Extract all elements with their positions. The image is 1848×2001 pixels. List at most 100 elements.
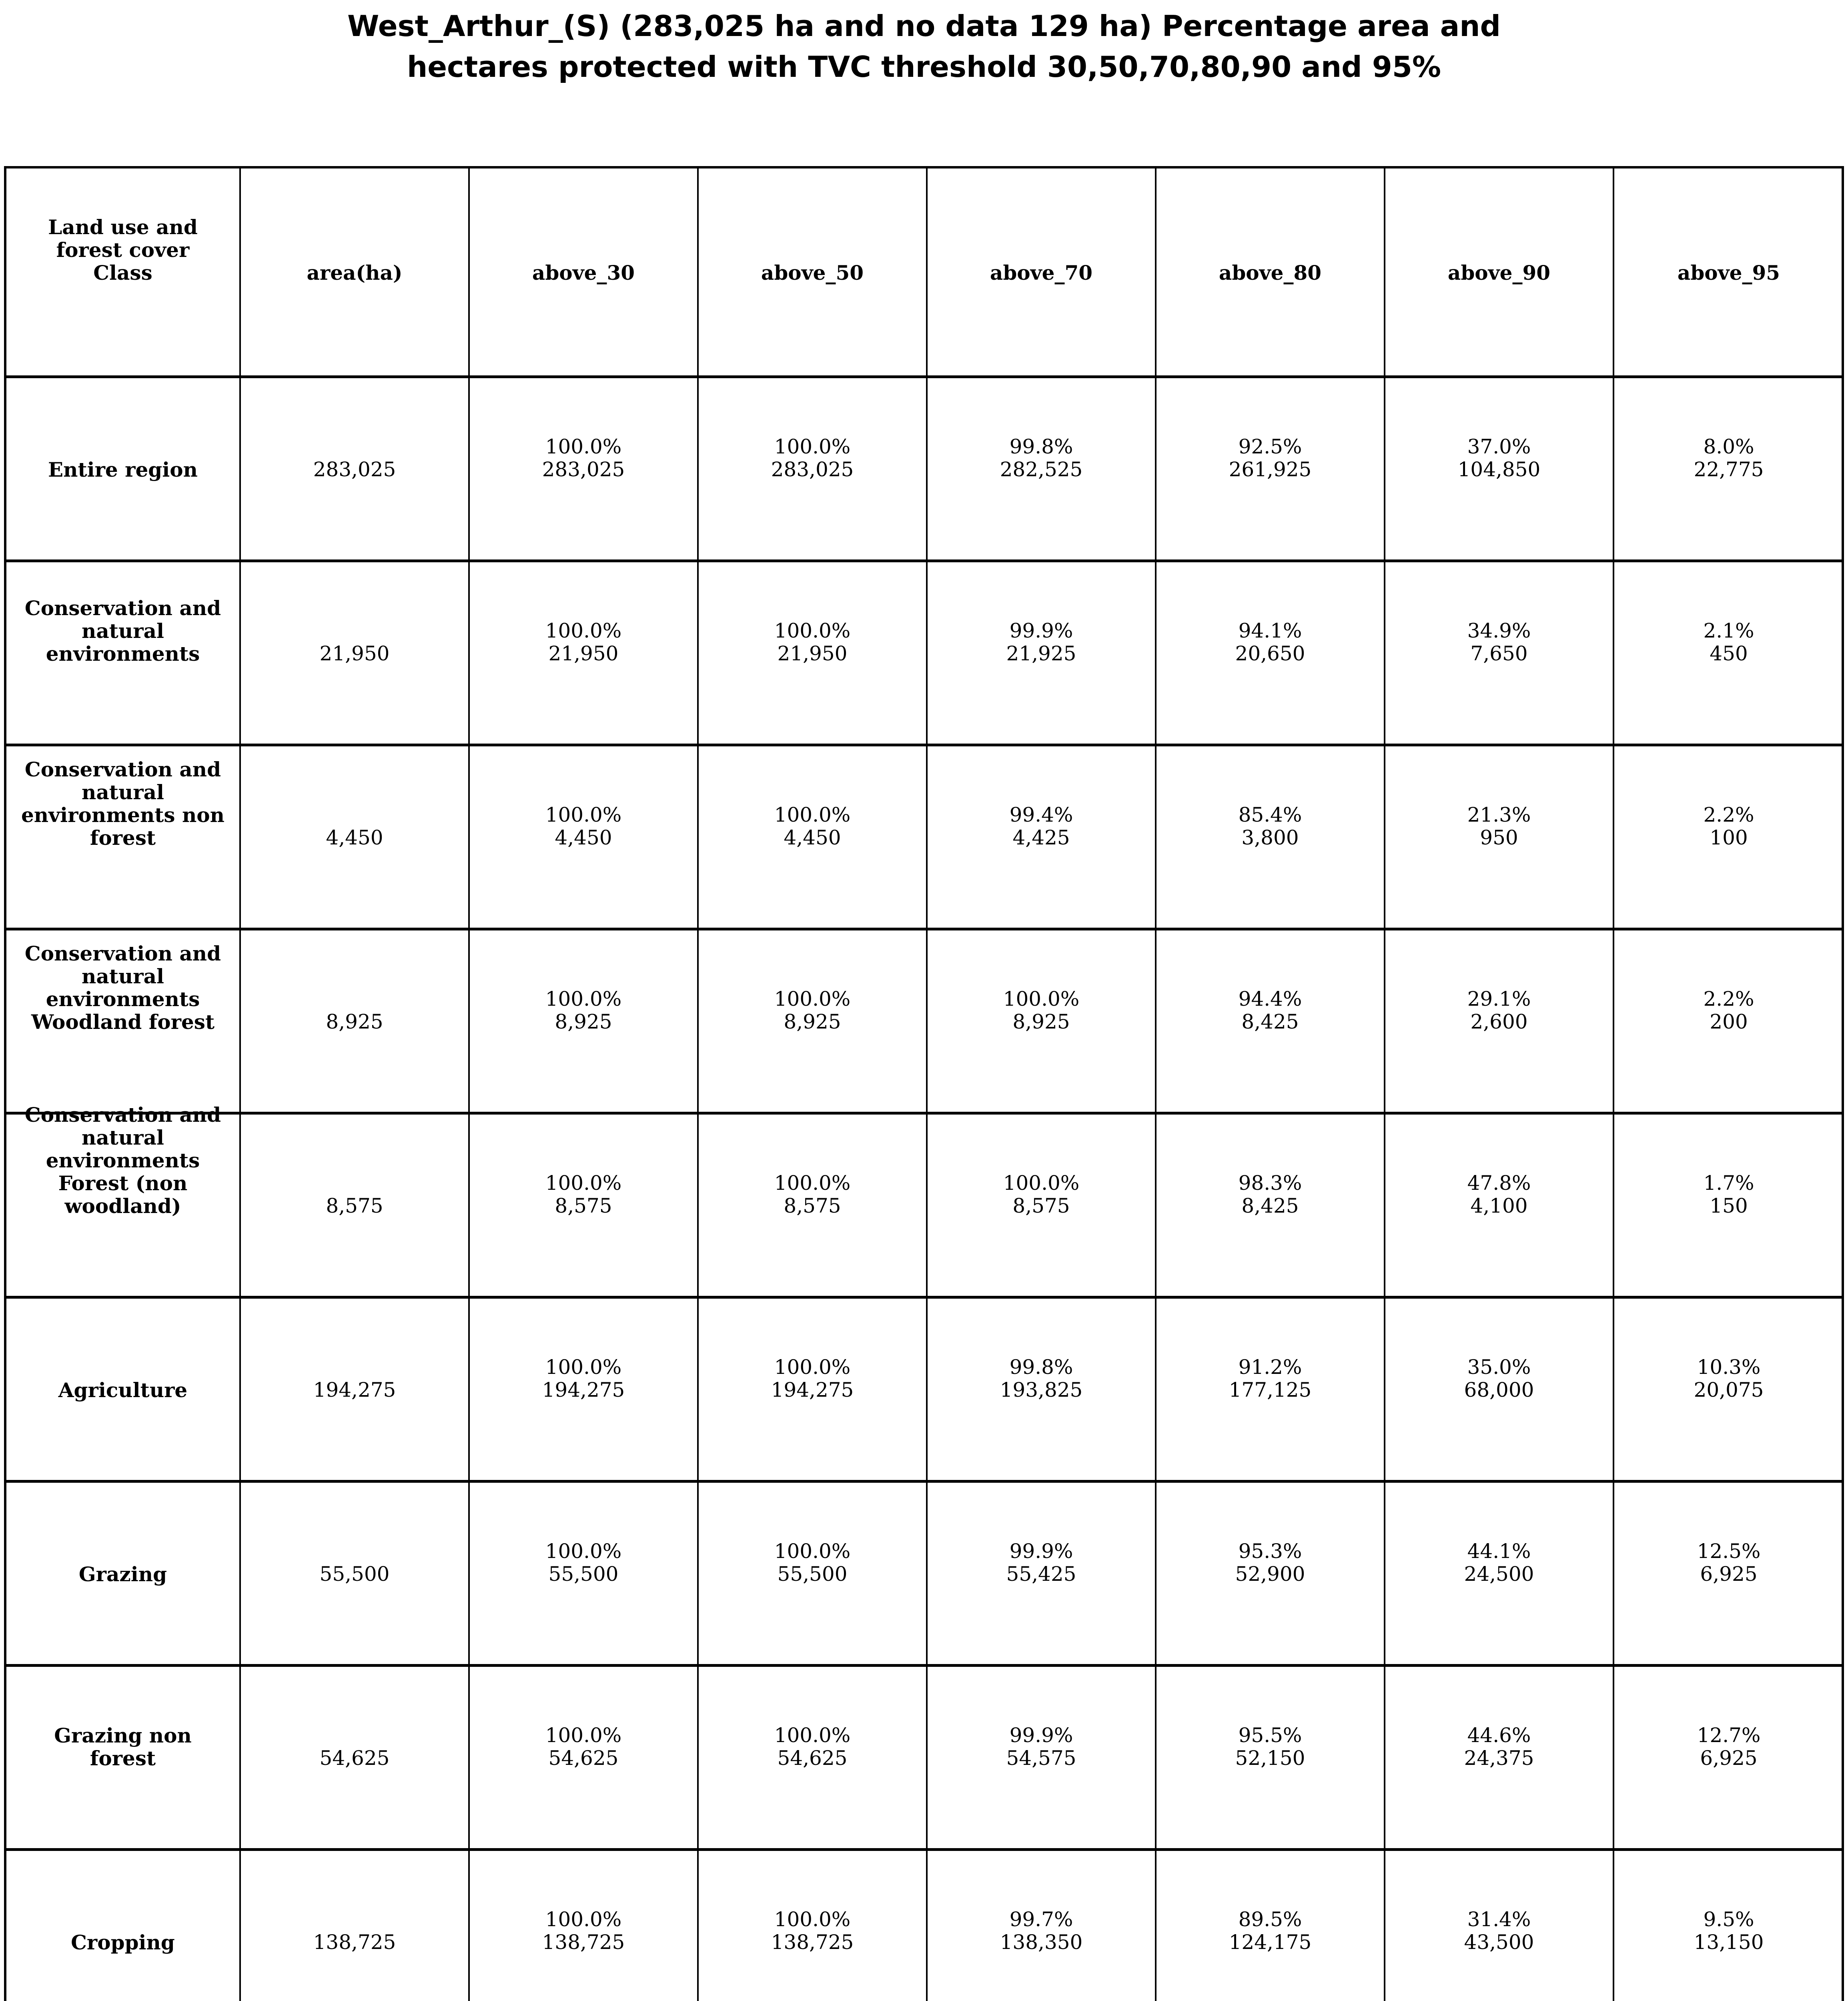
column-header-4: above_70 — [928, 168, 1157, 375]
threshold-cell-4-text: 44.6% 24,375 — [1464, 1723, 1534, 1770]
row-label-text: Entire region — [48, 457, 198, 481]
threshold-cell-3-text: 92.5% 261,925 — [1229, 435, 1312, 481]
row-label: Grazing non forest — [6, 1667, 241, 1848]
column-header-3-text: above_50 — [761, 261, 864, 285]
threshold-cell-5: 1.7% 150 — [1614, 1115, 1843, 1296]
threshold-cell-1-text: 100.0% 55,500 — [774, 1539, 851, 1586]
row-label: Grazing — [6, 1483, 241, 1664]
threshold-cell-3: 94.1% 20,650 — [1157, 562, 1385, 744]
area-cell: 8,925 — [241, 930, 470, 1112]
threshold-cell-1: 100.0% 4,450 — [699, 746, 928, 928]
threshold-cell-1-text: 100.0% 21,950 — [774, 619, 851, 665]
row-label: Conservation and natural environments no… — [6, 746, 241, 928]
threshold-cell-2: 99.8% 282,525 — [928, 378, 1157, 559]
threshold-cell-2: 99.4% 4,425 — [928, 746, 1157, 928]
threshold-cell-5: 9.5% 13,150 — [1614, 1851, 1843, 2001]
threshold-cell-1: 100.0% 54,625 — [699, 1667, 928, 1848]
threshold-cell-0-text: 100.0% 54,625 — [545, 1723, 622, 1770]
threshold-cell-5-text: 2.2% 200 — [1703, 987, 1754, 1033]
threshold-cell-2-text: 99.9% 55,425 — [1006, 1539, 1076, 1586]
threshold-cell-5-text: 2.1% 450 — [1703, 619, 1754, 665]
threshold-cell-0: 100.0% 21,950 — [470, 562, 699, 744]
area-cell: 138,725 — [241, 1851, 470, 2001]
table-row: Agriculture 194,275 100.0% 194,275 100.0% 194… — [6, 1299, 1842, 1483]
table-header-row: Land use and forest cover Class area(ha) a… — [6, 168, 1842, 378]
area-cell: 283,025 — [241, 378, 470, 559]
threshold-cell-3-text: 89.5% 124,175 — [1229, 1907, 1312, 1954]
column-header-2-text: above_30 — [532, 261, 635, 285]
row-label: Agriculture — [6, 1299, 241, 1480]
threshold-cell-5: 8.0% 22,775 — [1614, 378, 1843, 559]
threshold-cell-5: 10.3% 20,075 — [1614, 1299, 1843, 1480]
table-row: Conservation and natural environments Fo… — [6, 1103, 1843, 1299]
threshold-cell-0-text: 100.0% 8,925 — [545, 987, 622, 1033]
threshold-cell-2-text: 100.0% 8,575 — [1003, 1171, 1080, 1217]
threshold-cell-5: 2.2% 100 — [1614, 746, 1843, 928]
threshold-cell-4: 35.0% 68,000 — [1385, 1299, 1614, 1480]
threshold-cell-4: 31.4% 43,500 — [1385, 1851, 1614, 2001]
column-header-1-text: area(ha) — [307, 261, 403, 285]
threshold-cell-3: 85.4% 3,800 — [1157, 746, 1385, 928]
threshold-cell-0-text: 100.0% 8,575 — [545, 1171, 622, 1217]
threshold-cell-0: 100.0% 283,025 — [470, 378, 699, 559]
threshold-cell-2: 99.9% 55,425 — [928, 1483, 1157, 1664]
threshold-cell-2-text: 100.0% 8,925 — [1003, 987, 1080, 1033]
area-cell: 4,450 — [241, 746, 470, 928]
threshold-cell-3-text: 91.2% 177,125 — [1229, 1355, 1312, 1402]
area-cell: 54,625 — [241, 1667, 470, 1848]
column-header-0: Land use and forest cover Class — [6, 168, 241, 375]
threshold-cell-4-text: 29.1% 2,600 — [1467, 987, 1531, 1033]
threshold-cell-0-text: 100.0% 21,950 — [545, 619, 622, 665]
threshold-cell-2-text: 99.8% 193,825 — [1000, 1355, 1083, 1402]
row-label: Cropping — [6, 1851, 241, 2001]
threshold-cell-0-text: 100.0% 194,275 — [542, 1355, 625, 1402]
table-row: Entire region 283,025 100.0% 283,025 100.0% 2… — [6, 378, 1842, 562]
area-cell-text: 8,925 — [326, 1010, 383, 1033]
threshold-cell-0-text: 100.0% 55,500 — [545, 1539, 622, 1586]
threshold-cell-5-text: 2.2% 100 — [1703, 803, 1754, 849]
column-header-6-text: above_90 — [1447, 261, 1551, 285]
table-row: Grazing non forest 54,625 100.0% 54,625 100.… — [6, 1667, 1842, 1851]
threshold-cell-3: 91.2% 177,125 — [1157, 1299, 1385, 1480]
threshold-cell-3: 94.4% 8,425 — [1157, 930, 1385, 1112]
threshold-cell-3-text: 95.5% 52,150 — [1235, 1723, 1305, 1770]
threshold-cell-5-text: 1.7% 150 — [1703, 1171, 1754, 1217]
row-label: Conservation and natural environments Fo… — [6, 1103, 241, 1296]
table-row: Conservation and natural environments no… — [6, 746, 1842, 930]
table-row: Conservation and natural environments Wo… — [6, 930, 1842, 1115]
threshold-cell-0: 100.0% 138,725 — [470, 1851, 699, 2001]
threshold-cell-5-text: 8.0% 22,775 — [1694, 435, 1764, 481]
threshold-cell-1: 100.0% 55,500 — [699, 1483, 928, 1664]
threshold-cell-0: 100.0% 194,275 — [470, 1299, 699, 1480]
area-cell-text: 4,450 — [326, 826, 383, 849]
threshold-cell-5: 12.7% 6,925 — [1614, 1667, 1843, 1848]
threshold-cell-4-text: 21.3% 950 — [1467, 803, 1531, 849]
threshold-cell-2-text: 99.4% 4,425 — [1009, 803, 1073, 849]
tvc-threshold-table: Land use and forest cover Class area(ha) a… — [4, 166, 1844, 2001]
threshold-cell-4: 44.1% 24,500 — [1385, 1483, 1614, 1664]
column-header-5-text: above_80 — [1219, 261, 1322, 285]
area-cell-text: 283,025 — [313, 457, 396, 481]
threshold-cell-4: 44.6% 24,375 — [1385, 1667, 1614, 1848]
row-label-text: Conservation and natural environments — [24, 596, 221, 666]
threshold-cell-3-text: 98.3% 8,425 — [1238, 1171, 1302, 1217]
area-cell-text: 138,725 — [313, 1930, 396, 1954]
row-label-text: Agriculture — [58, 1378, 188, 1402]
threshold-cell-3: 92.5% 261,925 — [1157, 378, 1385, 559]
threshold-cell-1: 100.0% 194,275 — [699, 1299, 928, 1480]
column-header-7: above_95 — [1614, 168, 1843, 375]
threshold-cell-3-text: 94.4% 8,425 — [1238, 987, 1302, 1033]
threshold-cell-1: 100.0% 8,925 — [699, 930, 928, 1112]
threshold-cell-4-text: 37.0% 104,850 — [1457, 435, 1541, 481]
threshold-cell-5-text: 9.5% 13,150 — [1694, 1907, 1764, 1954]
threshold-cell-0: 100.0% 55,500 — [470, 1483, 699, 1664]
threshold-cell-1-text: 100.0% 54,625 — [774, 1723, 851, 1770]
threshold-cell-0: 100.0% 8,575 — [470, 1115, 699, 1296]
threshold-cell-1-text: 100.0% 283,025 — [771, 435, 854, 481]
page-title-line2: hectares protected with TVC threshold 30… — [407, 50, 1441, 84]
threshold-cell-1-text: 100.0% 4,450 — [774, 803, 851, 849]
threshold-cell-2: 100.0% 8,575 — [928, 1115, 1157, 1296]
threshold-cell-1-text: 100.0% 194,275 — [771, 1355, 854, 1402]
table-row: Grazing 55,500 100.0% 55,500 100.0% 55,500 99.… — [6, 1483, 1842, 1667]
